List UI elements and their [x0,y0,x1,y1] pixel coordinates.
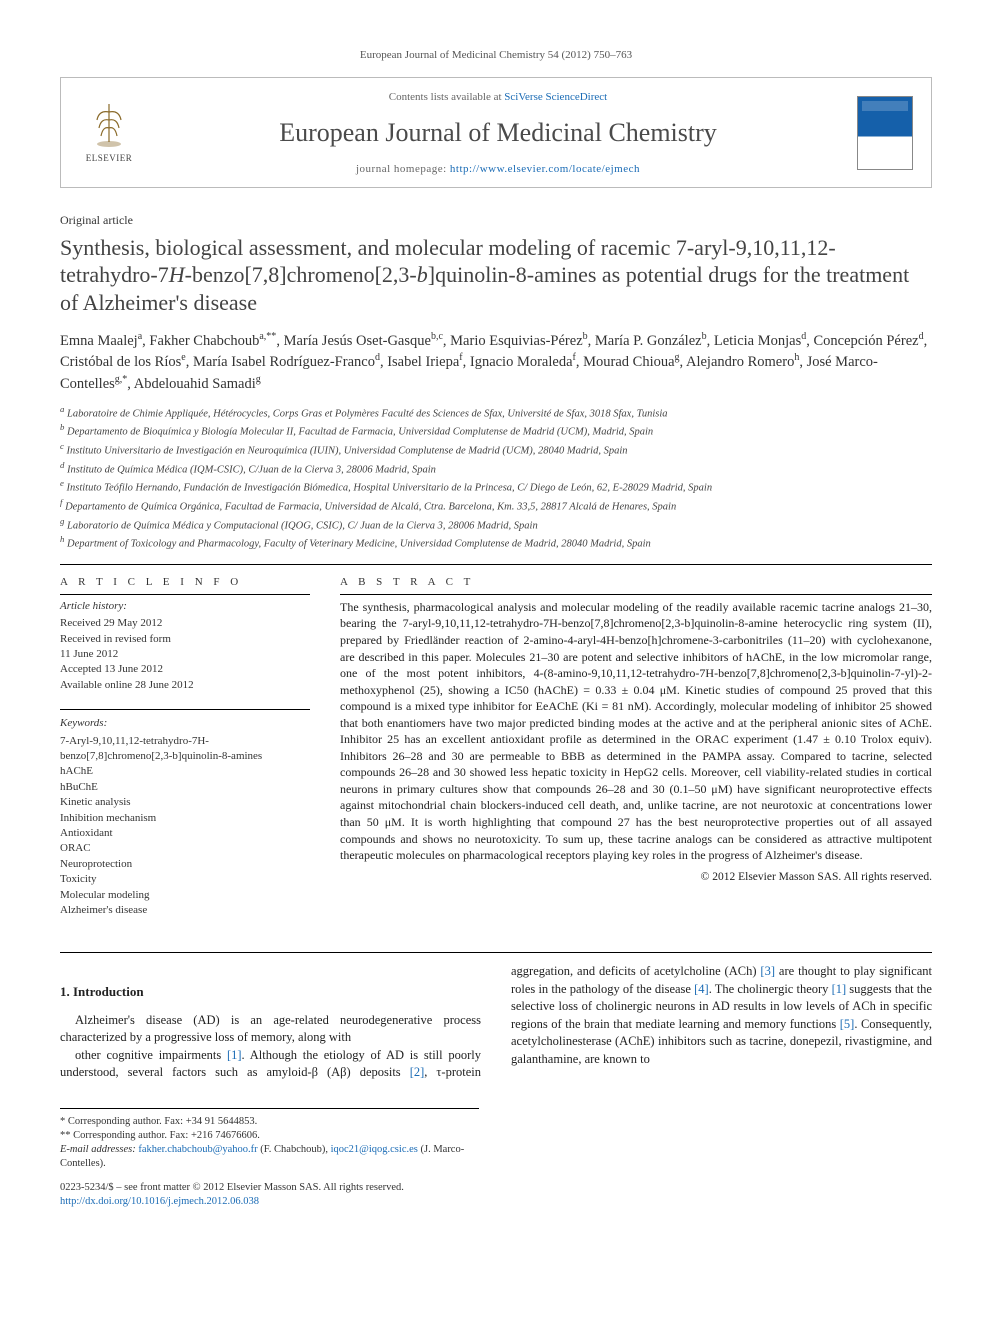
journal-name: European Journal of Medicinal Chemistry [157,115,839,150]
journal-homepage-line: journal homepage: http://www.elsevier.co… [157,162,839,177]
citation-ref[interactable]: [4] [694,982,709,996]
text-run: other cognitive impairments [75,1048,227,1062]
keyword-item: Antioxidant [60,826,310,841]
keyword-item: Neuroprotection [60,857,310,872]
contents-prefix: Contents lists available at [389,91,504,103]
citation-ref[interactable]: [1] [832,982,847,996]
divider-rule [60,564,932,565]
keywords-label: Keywords: [60,716,310,731]
keyword-item: 7-Aryl-9,10,11,12-tetrahydro-7H-benzo[7,… [60,734,310,765]
affiliation-list: a Laboratoire de Chimie Appliquée, Hétér… [60,404,932,552]
citation-ref[interactable]: [2] [410,1065,425,1079]
title-italic: b [417,262,428,287]
doi-link[interactable]: http://dx.doi.org/10.1016/j.ejmech.2012.… [60,1196,259,1207]
keyword-item: hBuChE [60,780,310,795]
email-who: (F. Chabchoub), [258,1144,331,1155]
publisher-name: ELSEVIER [79,152,139,164]
title-italic: H [169,262,185,287]
author-list: Emna Maaleja, Fakher Chabchouba,**, Marí… [60,330,932,393]
history-item: Available online 28 June 2012 [60,678,310,693]
article-title: Synthesis, biological assessment, and mo… [60,234,932,317]
corresponding-footnotes: * Corresponding author. Fax: +34 91 5644… [60,1108,479,1172]
citation-ref[interactable]: [3] [760,964,775,978]
citation-ref[interactable]: [1] [227,1048,242,1062]
homepage-prefix: journal homepage: [356,163,450,175]
abstract-copyright: © 2012 Elsevier Masson SAS. All rights r… [340,870,932,886]
keyword-item: hAChE [60,764,310,779]
citation-ref[interactable]: [5] [840,1017,855,1031]
affiliation-item: b Departamento de Bioquímica y Biología … [60,422,932,440]
history-label: Article history: [60,599,310,614]
affiliation-item: h Department of Toxicology and Pharmacol… [60,534,932,552]
author-email-link[interactable]: fakher.chabchoub@yahoo.fr [138,1144,257,1155]
history-item: Received in revised form [60,632,310,647]
abstract-column: A B S T R A C T The synthesis, pharmacol… [340,575,932,934]
keyword-item: Alzheimer's disease [60,903,310,918]
history-item: Accepted 13 June 2012 [60,662,310,677]
keywords-block: Keywords: 7-Aryl-9,10,11,12-tetrahydro-7… [60,716,310,918]
sciencedirect-link[interactable]: SciVerse ScienceDirect [504,91,607,103]
article-info-column: A R T I C L E I N F O Article history: R… [60,575,310,934]
history-item: 11 June 2012 [60,647,310,662]
author-email-link[interactable]: iqoc21@iqog.csic.es [331,1144,418,1155]
email-label: E-mail addresses: [60,1144,136,1155]
abstract-body: The synthesis, pharmacological analysis … [340,600,932,862]
keyword-item: ORAC [60,841,310,856]
keyword-item: Toxicity [60,872,310,887]
intro-paragraph-1: Alzheimer's disease (AD) is an age-relat… [60,1012,481,1047]
affiliation-item: a Laboratoire de Chimie Appliquée, Hétér… [60,404,932,422]
affiliation-item: f Departamento de Química Orgánica, Facu… [60,497,932,515]
history-item: Received 29 May 2012 [60,616,310,631]
journal-cover-thumbnail [857,96,913,170]
keyword-item: Kinetic analysis [60,795,310,810]
affiliation-item: c Instituto Universitario de Investigaci… [60,441,932,459]
info-abstract-row: A R T I C L E I N F O Article history: R… [60,575,932,934]
keyword-item: Inhibition mechanism [60,811,310,826]
keyword-item: Molecular modeling [60,888,310,903]
info-divider [60,709,310,710]
title-part: -benzo[7,8]chromeno[2,3- [185,262,417,287]
top-citation: European Journal of Medicinal Chemistry … [60,48,932,63]
page: European Journal of Medicinal Chemistry … [0,0,992,1250]
section-heading-intro: 1. Introduction [60,983,481,1001]
contents-available-line: Contents lists available at SciVerse Sci… [157,90,839,105]
article-history-block: Article history: Received 29 May 2012Rec… [60,599,310,693]
journal-homepage-link[interactable]: http://www.elsevier.com/locate/ejmech [450,163,640,175]
text-run: . The cholinergic theory [709,982,832,996]
corresponding-author-1: * Corresponding author. Fax: +34 91 5644… [60,1115,479,1129]
publisher-logo: ELSEVIER [79,102,139,165]
body-text-columns: 1. Introduction Alzheimer's disease (AD)… [60,963,932,1081]
abstract-heading: A B S T R A C T [340,575,932,595]
abstract-text: The synthesis, pharmacological analysis … [340,599,932,886]
divider-rule [60,952,932,953]
affiliation-item: e Instituto Teófilo Hernando, Fundación … [60,478,932,496]
corresponding-author-2: ** Corresponding author. Fax: +216 74676… [60,1129,479,1143]
header-center: Contents lists available at SciVerse Sci… [157,90,839,177]
affiliation-item: d Instituto de Química Médica (IQM-CSIC)… [60,460,932,478]
elsevier-tree-icon [89,102,129,148]
front-matter: 0223-5234/$ – see front matter © 2012 El… [60,1181,479,1209]
article-type: Original article [60,212,932,228]
affiliation-item: g Laboratorio de Química Médica y Comput… [60,516,932,534]
front-matter-line: 0223-5234/$ – see front matter © 2012 El… [60,1181,479,1195]
article-info-heading: A R T I C L E I N F O [60,575,310,595]
journal-header: ELSEVIER Contents lists available at Sci… [60,77,932,188]
email-line: E-mail addresses: fakher.chabchoub@yahoo… [60,1143,479,1171]
